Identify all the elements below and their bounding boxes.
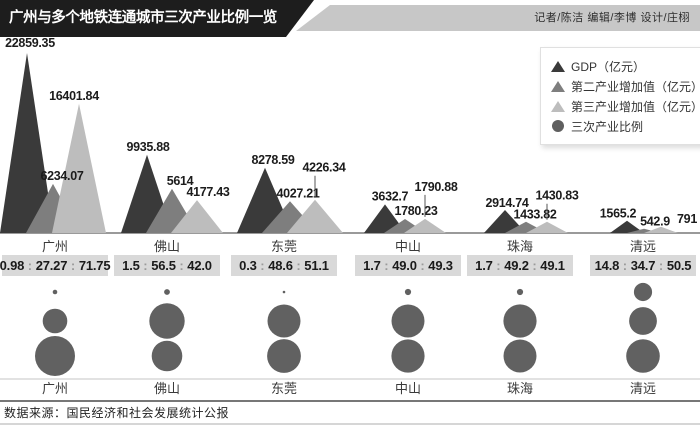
legend-label: 第二产业增加值（亿元） (571, 79, 700, 94)
value-label: 16401.84 (49, 89, 99, 103)
tertiary-industry-triangle (171, 200, 223, 233)
value-label: 4027.21 (276, 186, 319, 200)
primary-industry-bubble (404, 288, 412, 296)
value-label: 22859.35 (5, 36, 55, 50)
legend-box: GDP（亿元） 第二产业增加值（亿元） 第三产业增加值（亿元） 三次产业比例 (540, 47, 700, 145)
city-name-bottom: 广州 (42, 381, 68, 396)
city-name-top: 珠海 (507, 239, 533, 254)
gdp-triangle (610, 220, 644, 233)
tertiary-industry-triangle (404, 218, 446, 233)
value-label: 542.9 (640, 215, 670, 229)
city-name-top: 佛山 (154, 239, 180, 254)
city-name-top: 东莞 (271, 239, 297, 254)
city-name-bottom: 清远 (630, 381, 656, 396)
tertiary-industry-bubble (391, 339, 425, 373)
ratio-bar-bg (114, 255, 220, 276)
value-label: 1565.2 (600, 207, 637, 221)
city-name-bottom: 东莞 (271, 381, 297, 396)
value-label: 5614 (167, 174, 194, 188)
legend-label: 第三产业增加值（亿元） (571, 99, 700, 114)
ratio-bar-bg (467, 255, 573, 276)
secondary-triangle-icon (551, 80, 565, 92)
city-name-top: 中山 (395, 239, 421, 254)
ratio-bar-bg (355, 255, 461, 276)
tertiary-industry-bubble (35, 336, 75, 376)
primary-industry-bubble (164, 289, 170, 295)
city-column: 22859.35 6234.07 16401.84 广州 0.98 : 27.27 : … (0, 36, 111, 396)
legend-label: GDP（亿元） (571, 59, 646, 74)
tertiary-industry-triangle (526, 221, 568, 233)
gdp-triangle (0, 53, 54, 233)
credits-bar: 记者/陈洁 编辑/李博 设计/庄栩 (296, 5, 700, 31)
secondary-industry-bubble (42, 308, 68, 334)
city-column: 8278.59 4027.21 4226.34 东莞 0.3 : 48.6 : 51.1… (231, 153, 346, 396)
credits-text: 记者/陈洁 编辑/李博 设计/庄栩 (534, 12, 690, 24)
ratio-bar-bg (590, 255, 696, 276)
primary-industry-bubble (633, 282, 653, 302)
secondary-industry-bubble (629, 307, 657, 335)
city-name-bottom: 中山 (395, 381, 421, 396)
title-banner: 广州与多个地铁连通城市三次产业比例一览 (0, 0, 314, 37)
value-label: 6234.07 (40, 169, 83, 183)
value-label: 1780.23 (394, 204, 437, 218)
gdp-triangle (484, 210, 526, 233)
page-title: 广州与多个地铁连通城市三次产业比例一览 (9, 10, 277, 26)
city-name-top: 清远 (630, 239, 656, 254)
legend-item-tertiary: 第三产业增加值（亿元） (551, 96, 700, 116)
value-label: 9935.88 (126, 140, 169, 154)
ratio-circle-icon (552, 120, 564, 132)
ratio-bar-bg (231, 255, 337, 276)
tertiary-industry-triangle (52, 103, 106, 233)
secondary-industry-bubble (267, 304, 301, 338)
primary-industry-bubble (516, 288, 524, 296)
tertiary-industry-bubble (151, 340, 183, 372)
tertiary-industry-bubble (503, 339, 537, 373)
city-name-bottom: 佛山 (154, 381, 180, 396)
industry-ratio: 0.98 : 27.27 : 71.75 (0, 258, 110, 273)
header: 广州与多个地铁连通城市三次产业比例一览 记者/陈洁 编辑/李博 设计/庄栩 (0, 0, 700, 38)
value-label: 2914.74 (485, 196, 528, 210)
data-source: 数据来源：国民经济和社会发展统计公报 (4, 406, 230, 420)
value-label: 4226.34 (302, 161, 345, 175)
industry-ratio: 1.7 : 49.2 : 49.1 (475, 258, 565, 273)
value-label: 1433.82 (513, 208, 556, 222)
legend-item-secondary: 第二产业增加值（亿元） (551, 76, 700, 96)
secondary-industry-bubble (391, 304, 425, 338)
value-label: 3632.7 (372, 189, 409, 203)
industry-ratio: 0.3 : 48.6 : 51.1 (239, 258, 329, 273)
gdp-triangle-icon (551, 60, 565, 72)
city-name-top: 广州 (42, 239, 68, 254)
tertiary-industry-bubble (267, 339, 301, 373)
value-label: 8278.59 (251, 153, 294, 167)
tertiary-industry-triangle (287, 199, 343, 233)
industry-ratio: 1.7 : 49.0 : 49.3 (363, 258, 453, 273)
secondary-industry-bubble (149, 303, 185, 339)
primary-industry-bubble (282, 290, 286, 294)
value-label: 4177.43 (186, 185, 229, 199)
legend-item-ratio: 三次产业比例 (551, 116, 700, 136)
secondary-industry-bubble (503, 304, 537, 338)
legend-label: 三次产业比例 (571, 119, 644, 134)
value-label: 1430.83 (535, 189, 578, 203)
tertiary-triangle-icon (551, 100, 565, 112)
industry-ratio: 1.5 : 56.5 : 42.0 (122, 258, 212, 273)
legend-item-gdp: GDP（亿元） (551, 56, 700, 76)
value-label: 1790.88 (414, 180, 457, 194)
value-label: 791 (677, 212, 697, 226)
primary-industry-bubble (52, 289, 58, 295)
ratio-bar-bg (2, 255, 108, 276)
city-name-bottom: 珠海 (507, 381, 533, 396)
tertiary-industry-bubble (626, 339, 660, 373)
industry-ratio: 14.8 : 34.7 : 50.5 (595, 258, 692, 273)
tertiary-industry-triangle (644, 226, 678, 233)
